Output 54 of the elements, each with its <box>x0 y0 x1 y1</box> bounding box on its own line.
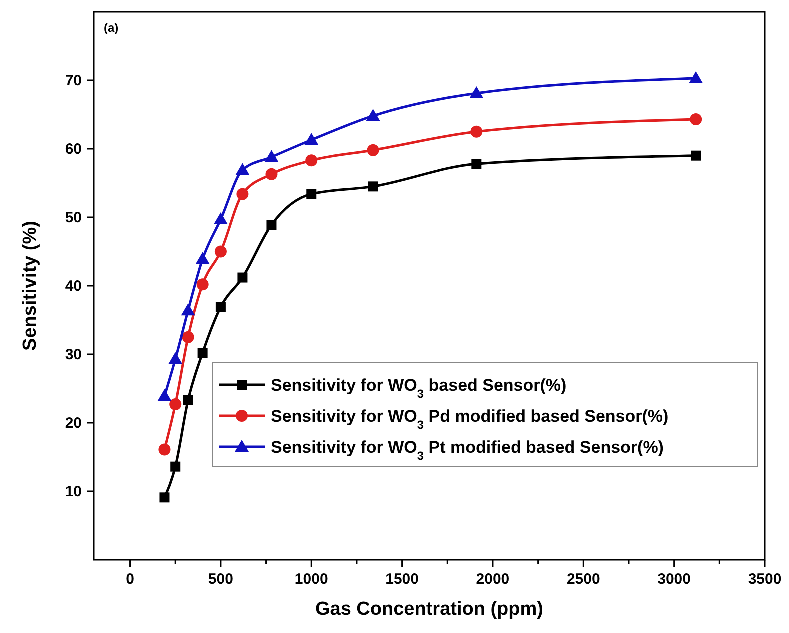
point <box>470 126 483 138</box>
point <box>158 444 171 456</box>
y-tick-label: 50 <box>65 210 82 226</box>
point <box>690 114 702 126</box>
point <box>214 246 227 258</box>
legend-label: Sensitivity for WO$_{3}$ Pt modified based Sensor(%) <box>271 438 664 463</box>
point <box>238 272 248 283</box>
point <box>236 188 249 200</box>
point <box>181 304 196 316</box>
y-tick-label: 30 <box>65 346 82 364</box>
point <box>264 150 279 162</box>
point <box>168 352 183 364</box>
point <box>170 398 182 411</box>
point <box>182 331 194 344</box>
x-tick-label: 1000 <box>294 571 328 588</box>
point <box>368 182 378 192</box>
point <box>689 71 704 84</box>
point <box>236 163 250 176</box>
point <box>196 278 209 291</box>
point <box>170 462 181 472</box>
x-tick-label: 3000 <box>658 571 692 588</box>
point <box>366 109 380 122</box>
point <box>266 168 278 180</box>
x-tick-label: 2000 <box>476 571 510 588</box>
legend-label: Sensitivity for WO$_{3}$ based Sensor(%) <box>271 376 567 401</box>
point <box>472 159 482 170</box>
annotation: (a) <box>104 21 119 35</box>
point <box>198 348 208 358</box>
point <box>691 150 702 161</box>
x-tick-label: 0 <box>126 571 134 588</box>
point <box>216 302 226 312</box>
point <box>214 212 228 225</box>
point <box>470 86 484 99</box>
x-tick-label: 500 <box>208 571 234 588</box>
point <box>158 389 172 402</box>
y-tick-label: 20 <box>65 415 82 432</box>
y-tick-label: 40 <box>65 278 82 295</box>
point <box>367 144 380 156</box>
point <box>183 395 194 406</box>
y-tick-label: 60 <box>65 141 82 158</box>
y-axis-title: Sensitivity (%) <box>20 221 41 351</box>
point <box>304 133 319 146</box>
point <box>196 252 210 264</box>
x-tick-label: 3500 <box>748 571 782 588</box>
point <box>306 189 317 200</box>
x-tick-label: 1500 <box>386 571 419 588</box>
point <box>160 492 170 503</box>
x-tick-label: 2500 <box>566 571 600 588</box>
legend-label: Sensitivity for WO$_{3}$ Pd modified based Sensor(%) <box>271 407 669 432</box>
y-tick-label: 70 <box>65 72 82 90</box>
point <box>306 154 318 167</box>
y-tick-label: 10 <box>65 484 82 500</box>
point <box>266 220 277 230</box>
x-axis-title: Gas Concentration (ppm) <box>315 599 544 620</box>
